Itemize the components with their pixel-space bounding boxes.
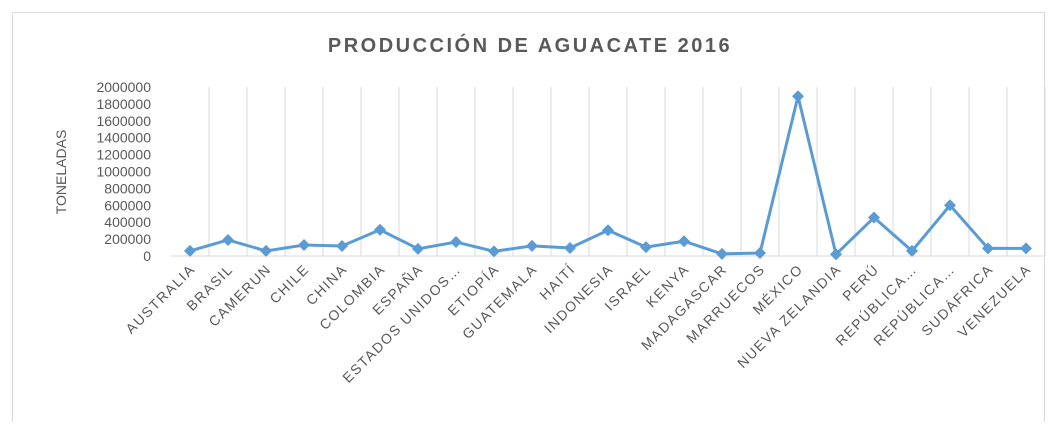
marker [488, 245, 500, 258]
marker [906, 244, 918, 257]
marker [1020, 242, 1032, 255]
marker [374, 223, 386, 236]
marker [944, 199, 956, 212]
y-tick-label: 1200000 [96, 147, 151, 163]
marker [564, 241, 576, 254]
y-tick-label: 200000 [104, 231, 151, 247]
chart-title: PRODUCCIÓN DE AGUACATE 2016 [328, 33, 732, 57]
marker [336, 240, 348, 253]
marker [184, 244, 196, 257]
marker [526, 239, 538, 252]
y-tick-label: 2000000 [96, 79, 151, 95]
y-tick-label: 1800000 [96, 96, 151, 112]
y-tick-label: 600000 [104, 197, 151, 213]
y-tick-label: 400000 [104, 214, 151, 230]
y-tick-label: 800000 [104, 180, 151, 196]
y-tick-label: 1000000 [96, 164, 151, 180]
marker [412, 242, 424, 255]
y-axis-label: TONELADAS [53, 130, 69, 215]
marker [678, 235, 690, 248]
marker [830, 248, 842, 261]
marker [298, 239, 310, 252]
marker [716, 247, 728, 260]
chart-frame [12, 12, 1045, 427]
marker [792, 90, 804, 103]
y-tick-label: 0 [143, 248, 151, 264]
marker [640, 241, 652, 254]
y-tick-label: 1400000 [96, 130, 151, 146]
marker [982, 242, 994, 255]
marker [602, 224, 614, 237]
marker [222, 233, 234, 246]
marker [450, 236, 462, 249]
marker [754, 247, 766, 260]
y-tick-label: 1600000 [96, 113, 151, 129]
marker [868, 211, 880, 224]
marker [260, 244, 272, 257]
